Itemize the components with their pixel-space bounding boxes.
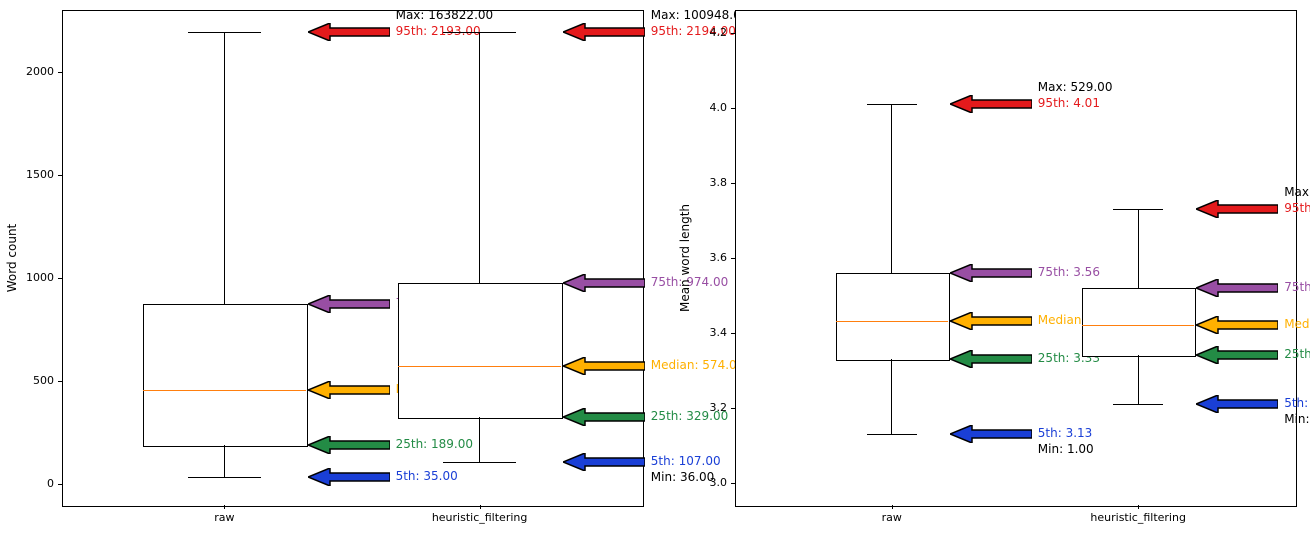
x-tick-label: raw [812, 511, 972, 524]
x-tick [480, 505, 481, 509]
boxplot-cap [443, 32, 516, 33]
stat-arrow [563, 357, 645, 375]
y-tick-label: 0 [12, 477, 54, 490]
stat-arrow [950, 350, 1032, 368]
stat-arrow [563, 23, 645, 41]
stat-label-max: Max: 9.24 [1284, 185, 1310, 199]
stat-label-min: Min: 1.00 [1284, 412, 1310, 426]
stat-arrow [950, 95, 1032, 113]
boxplot-box [836, 273, 950, 361]
boxplot-whisker [479, 32, 480, 284]
stat-label-max: Max: 100948.00 [651, 8, 749, 22]
stat-label-min: Min: 1.00 [1038, 442, 1094, 456]
y-tick-label: 1500 [12, 168, 54, 181]
stat-arrow [563, 408, 645, 426]
stat-arrow [950, 264, 1032, 282]
y-tick [58, 72, 62, 73]
y-tick-label: 2000 [12, 65, 54, 78]
y-tick-label: 500 [12, 374, 54, 387]
x-tick-label: heuristic_filtering [1058, 511, 1218, 524]
stat-arrow [1196, 346, 1278, 364]
stat-label-max: Max: 163822.00 [396, 8, 494, 22]
x-tick-label: heuristic_filtering [400, 511, 560, 524]
boxplot-whisker [224, 32, 225, 304]
stat-arrow [950, 312, 1032, 330]
y-tick [731, 108, 735, 109]
y-tick [731, 483, 735, 484]
stat-arrow [1196, 279, 1278, 297]
stat-label-p25: 25th: 3.34 [1284, 347, 1310, 361]
y-tick [58, 175, 62, 176]
boxplot-cap [188, 32, 261, 33]
boxplot-whisker [479, 417, 480, 463]
boxplot-cap [1113, 404, 1163, 405]
stat-label-p25: 25th: 189.00 [396, 437, 473, 451]
boxplot-median [143, 390, 305, 391]
figure: Word count0500100015002000rawheuristic_f… [0, 0, 1310, 537]
stat-label-p95: 95th: 4.01 [1038, 96, 1100, 110]
boxplot-median [836, 321, 948, 322]
stat-label-max: Max: 529.00 [1038, 80, 1113, 94]
boxplot-median [398, 366, 560, 367]
stat-label-p75: 75th: 3.56 [1038, 265, 1100, 279]
boxplot-whisker [224, 445, 225, 477]
stat-arrow [308, 468, 390, 486]
stat-arrow [308, 295, 390, 313]
boxplot-whisker [1138, 355, 1139, 404]
y-tick [731, 183, 735, 184]
stat-label-median: Median: 3.42 [1284, 317, 1310, 331]
boxplot-cap [867, 104, 917, 105]
stat-label-p75: 75th: 3.52 [1284, 280, 1310, 294]
stat-arrow [950, 425, 1032, 443]
boxplot-cap [443, 462, 516, 463]
boxplot-cap [867, 434, 917, 435]
stat-arrow [563, 274, 645, 292]
y-tick [731, 33, 735, 34]
stat-label-p5: 5th: 107.00 [651, 454, 721, 468]
x-tick-label: raw [144, 511, 304, 524]
boxplot-whisker [891, 359, 892, 434]
stat-arrow [308, 436, 390, 454]
stat-arrow [1196, 200, 1278, 218]
x-tick [892, 505, 893, 509]
y-tick-label: 3.0 [685, 476, 727, 489]
x-tick [224, 505, 225, 509]
stat-arrow [308, 23, 390, 41]
x-tick [1138, 505, 1139, 509]
y-tick-label: 3.8 [685, 176, 727, 189]
boxplot-box [1082, 288, 1196, 358]
stat-label-p5: 5th: 3.21 [1284, 396, 1310, 410]
boxplot-cap [188, 477, 261, 478]
stat-label-median: Median: 574.00 [651, 358, 745, 372]
stat-arrow [308, 381, 390, 399]
y-tick [731, 258, 735, 259]
y-tick-label: 3.2 [685, 401, 727, 414]
y-tick [58, 484, 62, 485]
stat-arrow [563, 453, 645, 471]
boxplot-whisker [891, 104, 892, 273]
y-tick-label: 4.2 [685, 26, 727, 39]
stat-label-p5: 5th: 35.00 [396, 469, 458, 483]
boxplot-median [1082, 325, 1194, 326]
y-tick-label: 1000 [12, 271, 54, 284]
y-tick-label: 3.4 [685, 326, 727, 339]
boxplot-box [398, 283, 562, 418]
y-tick [731, 408, 735, 409]
boxplot-cap [1113, 209, 1163, 210]
boxplot-box [143, 304, 307, 447]
boxplot-whisker [1138, 209, 1139, 288]
y-tick-label: 4.0 [685, 101, 727, 114]
stat-label-p5: 5th: 3.13 [1038, 426, 1093, 440]
y-tick [58, 381, 62, 382]
y-tick [58, 278, 62, 279]
stat-arrow [1196, 316, 1278, 334]
stat-arrow [1196, 395, 1278, 413]
stat-label-p95: 95th: 3.73 [1284, 201, 1310, 215]
y-tick-label: 3.6 [685, 251, 727, 264]
y-tick [731, 333, 735, 334]
